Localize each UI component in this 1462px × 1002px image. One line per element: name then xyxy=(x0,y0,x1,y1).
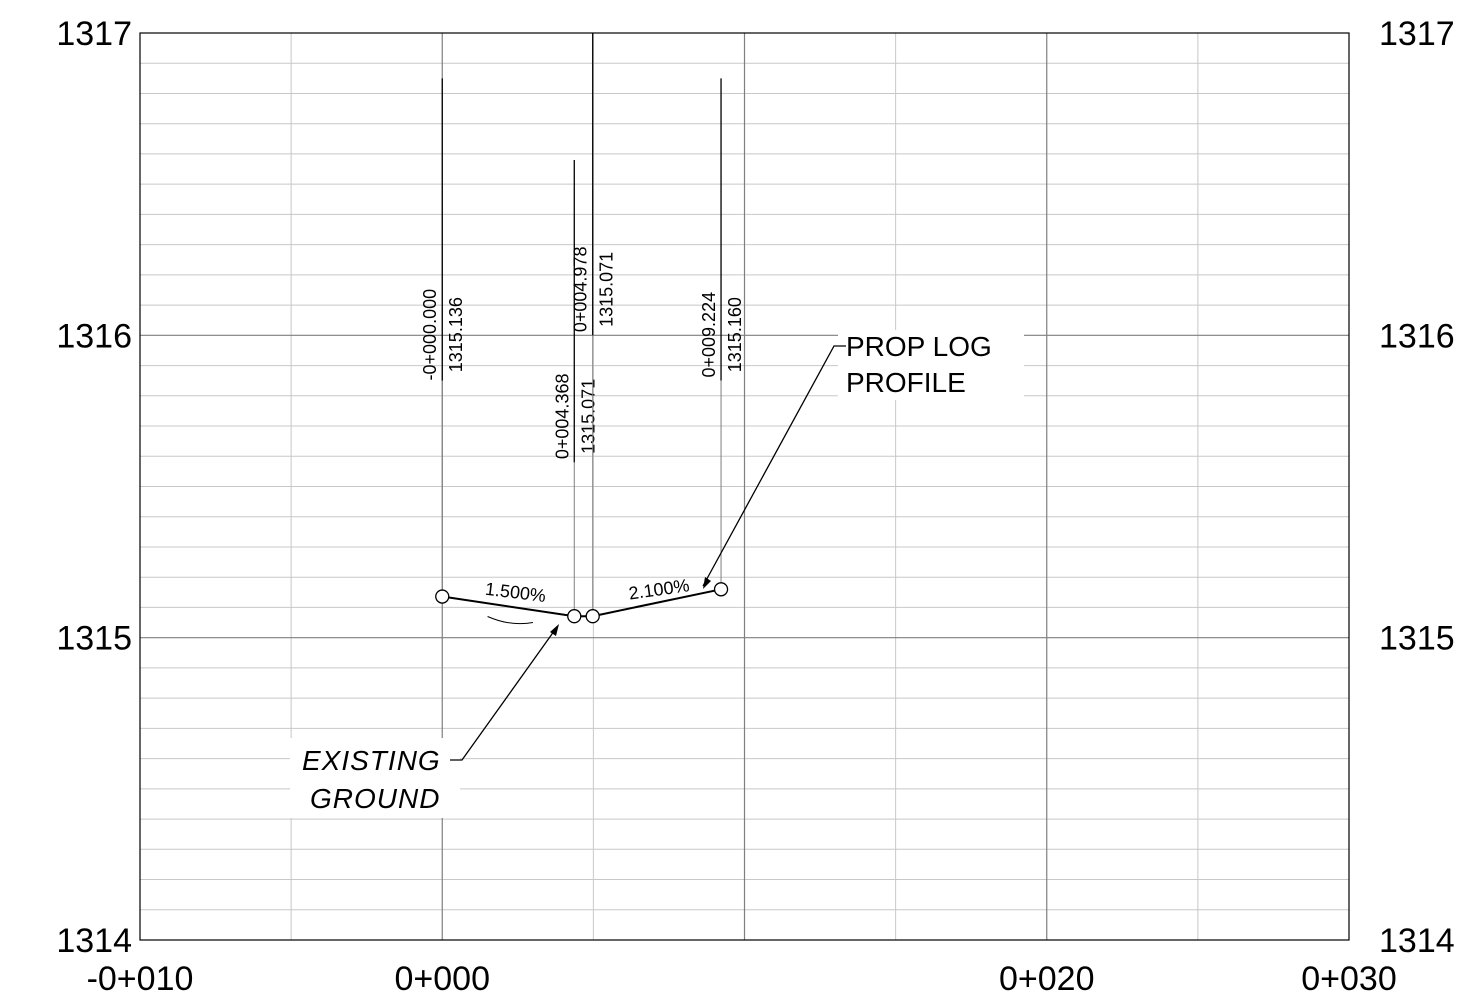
callout-leader xyxy=(450,626,558,761)
y-tick-label-right: 1316 xyxy=(1379,317,1455,355)
station-label: 0+009.224 xyxy=(699,292,719,378)
callout-line-1: PROP LOG xyxy=(846,331,992,362)
callout-mask xyxy=(290,738,460,818)
profile-node xyxy=(435,589,450,604)
plot-frame xyxy=(139,32,1350,941)
station-label: 0+004.368 xyxy=(552,374,572,460)
station-label: -0+000.000 xyxy=(420,289,440,381)
elevation-label: 1315.136 xyxy=(446,297,466,372)
existing-ground-callout: EXISTING GROUND xyxy=(290,624,559,818)
arrowhead xyxy=(550,624,559,636)
existing-ground-line xyxy=(487,616,534,625)
x-tick-label: 0+000 xyxy=(395,960,491,998)
profile-node xyxy=(713,582,729,597)
y-tick-label-right: 1315 xyxy=(1379,620,1455,658)
callout-line-2: GROUND xyxy=(310,783,440,814)
profile-node xyxy=(567,609,582,624)
station-markers: -0+000.000 1315.136 0+004.368 1315.071 0+004… xyxy=(420,33,745,617)
prop-log-profile-callout: PROP LOG PROFILE xyxy=(702,330,1024,589)
x-tick-label: -0+010 xyxy=(87,960,194,998)
callout-line-2: PROFILE xyxy=(846,367,966,398)
x-tick-label: 0+020 xyxy=(999,960,1095,998)
callout-line-1: EXISTING xyxy=(302,745,441,776)
proposed-profile xyxy=(435,582,729,624)
elevation-label: 1315.160 xyxy=(725,297,745,372)
axis-labels: 1314 1314 1315 1315 1316 1316 1317 1317 -0+010 0+… xyxy=(56,15,1454,998)
callout-mask xyxy=(838,330,1024,400)
y-tick-label-left: 1314 xyxy=(56,922,132,960)
y-tick-label-left: 1315 xyxy=(56,620,132,658)
arrowhead xyxy=(703,577,711,589)
existing-ground-path xyxy=(487,616,534,625)
y-tick-label-right: 1314 xyxy=(1379,922,1455,960)
y-tick-label-left: 1317 xyxy=(56,15,132,53)
profile-polyline xyxy=(442,588,722,618)
elevation-label: 1315.071 xyxy=(578,379,598,454)
y-tick-label-left: 1316 xyxy=(56,317,132,355)
profile-node xyxy=(585,609,600,624)
callout-leader xyxy=(702,345,846,587)
y-tick-label-right: 1317 xyxy=(1379,15,1455,53)
x-tick-label: 0+030 xyxy=(1301,960,1397,998)
station-label: 0+004.978 xyxy=(571,247,591,333)
elevation-label: 1315.071 xyxy=(597,252,617,327)
